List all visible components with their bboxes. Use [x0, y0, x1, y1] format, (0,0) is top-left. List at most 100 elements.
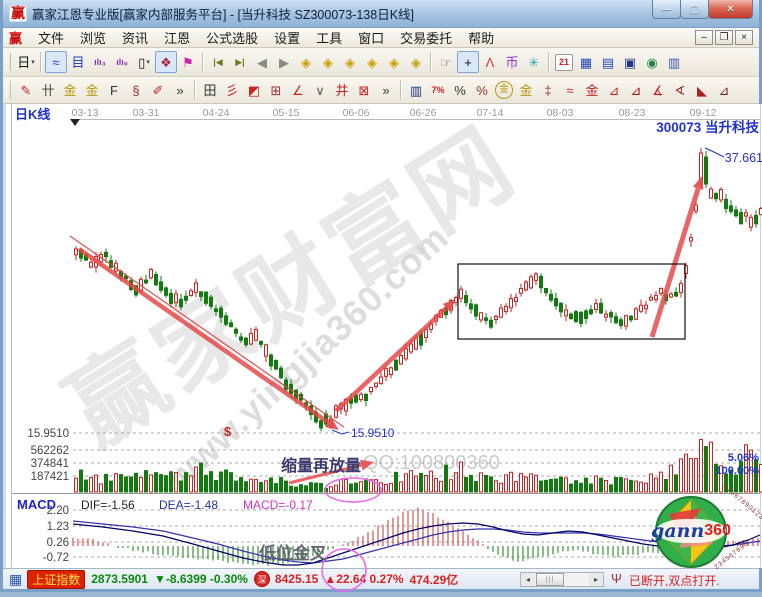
menu-help[interactable]: 帮助	[460, 27, 502, 48]
grid-lines-icon[interactable]: 卄	[37, 79, 59, 101]
candle-pen-icon[interactable]: ‡	[537, 79, 559, 101]
toolbar-grip[interactable]	[6, 53, 11, 71]
gann-coin-icon[interactable]: 币	[501, 51, 523, 73]
dropdown-arrow-icon[interactable]: ▾	[31, 59, 35, 66]
menu-gann[interactable]: 江恩	[156, 27, 198, 48]
draw-brush-icon[interactable]: ✎	[15, 79, 37, 101]
candle-type-icon[interactable]: ▯▾	[133, 51, 155, 73]
save-icon[interactable]: ▣	[619, 51, 641, 73]
shenzhen-exchange-icon[interactable]: 深	[254, 571, 270, 587]
menu-settings[interactable]: 设置	[266, 27, 308, 48]
title-bar[interactable]: 赢 赢家江恩专业版[赢家内部服务平台] - [当升科技 SZ300073-138…	[3, 0, 759, 28]
next-bar-icon[interactable]: ▶	[273, 51, 295, 73]
stats-panel-icon[interactable]: ▥	[405, 79, 427, 101]
maximize-button[interactable]: ▢	[680, 0, 709, 19]
fan-rays-icon[interactable]: 彡	[221, 79, 243, 101]
gann-diamond-left-icon[interactable]: ◈	[295, 51, 317, 73]
gann-grid-gold2-icon[interactable]: 金	[81, 79, 103, 101]
rays-box-icon[interactable]: ⊞	[265, 79, 287, 101]
crosshair-icon[interactable]: +	[457, 51, 479, 73]
spiral-icon[interactable]: §	[125, 79, 147, 101]
svg-text:03-13: 03-13	[72, 107, 99, 119]
block-angle-icon[interactable]: ◣	[691, 79, 713, 101]
more-tools-chevron[interactable]: »	[169, 79, 191, 101]
gann-diamond-expand-icon[interactable]: ◈	[339, 51, 361, 73]
mdi-close-button[interactable]: ×	[735, 30, 753, 45]
close-button[interactable]: ✕	[708, 0, 753, 19]
scroll-right-arrow[interactable]: ▸	[589, 573, 603, 586]
info-card-icon[interactable]: 目	[67, 51, 89, 73]
web-data-icon[interactable]: ◉	[641, 51, 663, 73]
neural-pattern-icon[interactable]: ✳	[523, 51, 545, 73]
svg-text:37.661: 37.661	[725, 151, 762, 165]
pattern-box-icon[interactable]: ❖	[155, 51, 177, 73]
minimize-button[interactable]: —	[652, 0, 681, 19]
menu-formula-stock-pick[interactable]: 公式选股	[198, 27, 266, 48]
percent-icon[interactable]: %	[449, 79, 471, 101]
gann-diamond-right-icon[interactable]: ◈	[317, 51, 339, 73]
trend-scribble-icon[interactable]: ≈	[45, 51, 67, 73]
menu-bar: 赢 文件浏览资讯江恩公式选股设置工具窗口交易委托帮助 – ❐ ×	[3, 28, 759, 48]
four-line-icon[interactable]: ⊿	[713, 79, 735, 101]
percent-lines-icon[interactable]: %	[471, 79, 493, 101]
mdi-restore-button[interactable]: ❐	[715, 30, 733, 45]
index-name-badge[interactable]: 上证指数	[27, 570, 85, 589]
menu-tools[interactable]: 工具	[308, 27, 350, 48]
box-grid-icon[interactable]: 田	[199, 79, 221, 101]
remote-pc-icon[interactable]: ▥	[663, 51, 685, 73]
percent-7-icon[interactable]: 7%	[427, 79, 449, 101]
wave-icon[interactable]: ≈	[559, 79, 581, 101]
f-angle-icon[interactable]: ⊿	[625, 79, 647, 101]
first-page-icon[interactable]: |◀	[207, 51, 229, 73]
svg-text:赢家财富网: 赢家财富网	[50, 108, 534, 466]
menu-trade-entrust[interactable]: 交易委托	[392, 27, 460, 48]
fan-box-icon[interactable]: ◩	[243, 79, 265, 101]
prev-bar-icon[interactable]: ◀	[251, 51, 273, 73]
angle-line-icon[interactable]: ∠	[287, 79, 309, 101]
quote-grid-icon[interactable]: ▦	[9, 571, 22, 588]
mini-bars-3-icon[interactable]: ılı₃	[89, 51, 111, 73]
calculator-icon[interactable]: ▦	[575, 51, 597, 73]
speed-line-icon[interactable]: ∢	[669, 79, 691, 101]
svg-text:$: $	[224, 424, 232, 439]
gold-red-icon[interactable]: 金	[581, 79, 603, 101]
last-page-icon[interactable]: ▶|	[229, 51, 251, 73]
connection-status[interactable]: 已断开,双点打开.	[629, 572, 720, 589]
kline-period-icon[interactable]: 日▾	[15, 51, 37, 73]
j-angle-icon[interactable]: ⊿	[603, 79, 625, 101]
angle-flag-icon[interactable]: Λ	[479, 51, 501, 73]
more-tools-chevron-2[interactable]: »	[375, 79, 397, 101]
menu-news[interactable]: 资讯	[114, 27, 156, 48]
menu-browse[interactable]: 浏览	[72, 27, 114, 48]
gold-lines-icon[interactable]: 金	[515, 79, 537, 101]
gann-diamond-center-icon[interactable]: ◈	[405, 51, 427, 73]
kline-chart[interactable]: 赢家财富网www.yingjia360.comQQ:10080036003-13…	[6, 104, 762, 592]
grid-axes-icon[interactable]: ⊠	[353, 79, 375, 101]
red-grid-icon[interactable]: 井	[331, 79, 353, 101]
svg-text:MACD: MACD	[17, 497, 56, 512]
gann-diamond-compress-icon[interactable]: ◈	[361, 51, 383, 73]
scroll-thumb[interactable]: |||	[536, 573, 564, 586]
calendar-icon[interactable]: 21	[555, 54, 573, 71]
toolbar-grip-2[interactable]	[6, 81, 11, 99]
mdi-minimize-button[interactable]: –	[695, 30, 713, 45]
svg-text:300073 当升科技: 300073 当升科技	[656, 119, 759, 135]
menu-window[interactable]: 窗口	[350, 27, 392, 48]
horizontal-scrollbar[interactable]: ◂ ||| ▸	[520, 572, 604, 587]
mini-bars-9-icon[interactable]: ılı₉	[111, 51, 133, 73]
marker-pen-icon[interactable]: ✐	[147, 79, 169, 101]
notes-icon[interactable]: ▤	[597, 51, 619, 73]
hand-drag-icon[interactable]: ☞	[435, 51, 457, 73]
gann-grid-gold-icon[interactable]: 金	[59, 79, 81, 101]
color-histogram-icon[interactable]: ⚑	[177, 51, 199, 73]
fibonacci-icon[interactable]: F	[103, 79, 125, 101]
scroll-left-arrow[interactable]: ◂	[521, 573, 535, 586]
gold-angle-icon[interactable]: ∡	[647, 79, 669, 101]
svg-text:0.26: 0.26	[47, 537, 69, 549]
gold-circle-icon[interactable]: 金	[495, 81, 513, 99]
dropdown-arrow-icon[interactable]: ▾	[146, 59, 150, 66]
menu-file[interactable]: 文件	[30, 27, 72, 48]
gann-diamond-all-icon[interactable]: ◈	[383, 51, 405, 73]
vee-lines-icon[interactable]: ∨	[309, 79, 331, 101]
